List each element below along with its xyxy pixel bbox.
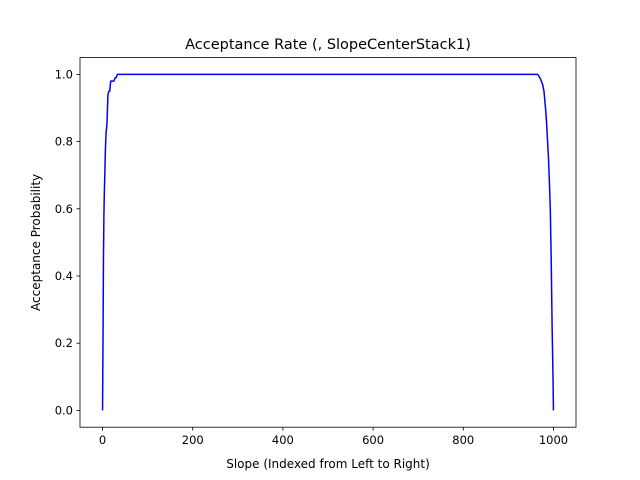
y-tick-label: 0.8 <box>55 135 73 149</box>
x-tick-label: 0 <box>99 433 106 447</box>
x-tick-label: 1000 <box>539 433 568 447</box>
line-layer <box>101 73 555 411</box>
x-tick-label: 800 <box>452 433 474 447</box>
y-axis-label: Acceptance Probability <box>29 174 43 311</box>
plot-area <box>80 57 576 428</box>
x-tick-label: 200 <box>182 433 204 447</box>
tick-layer: 0 200 400 600 800 1000 0.0 0.2 0.4 0.6 0.8 1.0 <box>55 67 568 447</box>
y-tick-label: 0.6 <box>55 202 73 216</box>
y-tick-label: 1.0 <box>55 67 73 81</box>
y-tick-label: 0.0 <box>55 403 73 417</box>
x-tick-label: 400 <box>272 433 294 447</box>
series-line <box>101 73 555 411</box>
y-tick-label: 0.2 <box>55 336 73 350</box>
x-tick-label: 600 <box>362 433 384 447</box>
chart-title: Acceptance Rate (, SlopeCenterStack1) <box>185 37 471 53</box>
x-axis-label: Slope (Indexed from Left to Right) <box>226 457 430 471</box>
plot-frame <box>79 57 577 428</box>
y-tick-label: 0.4 <box>55 269 73 283</box>
